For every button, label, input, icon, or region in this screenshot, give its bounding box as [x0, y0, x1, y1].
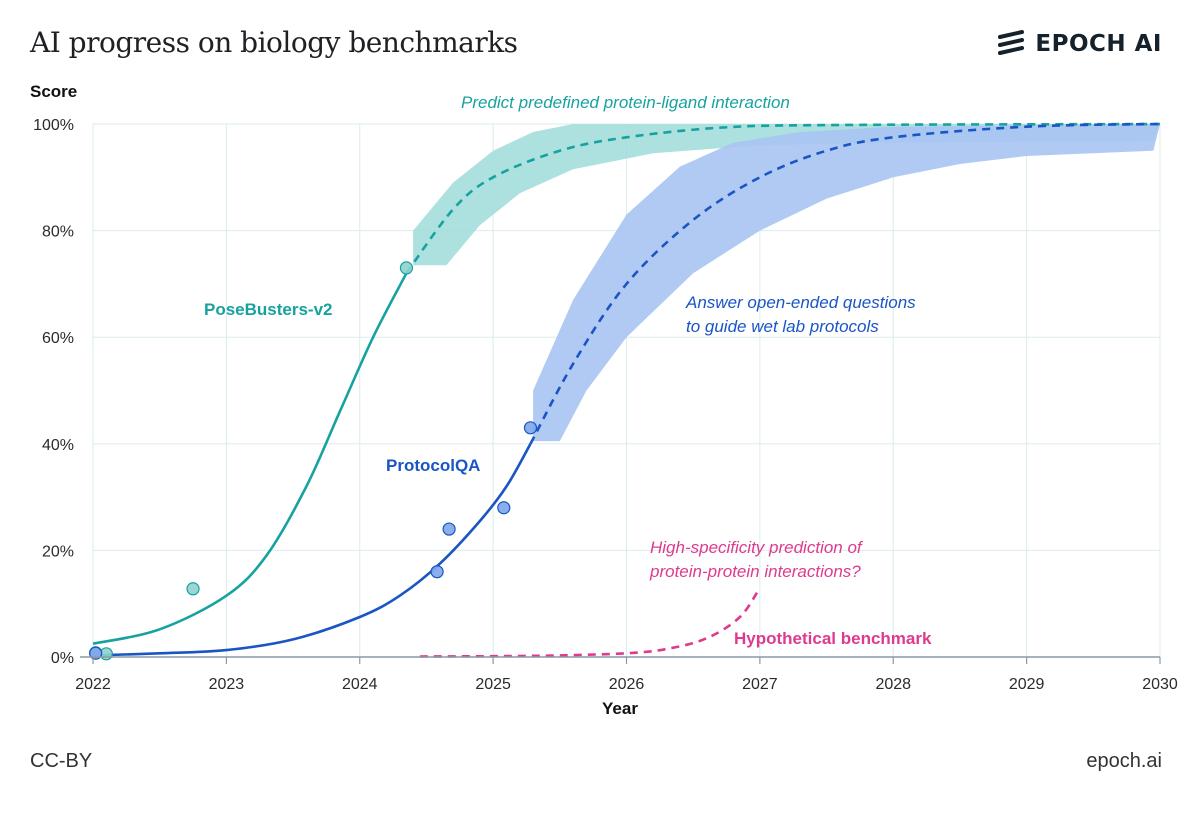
gridlines — [92, 123, 1161, 658]
data-point-protocolqa[interactable] — [442, 522, 456, 536]
x-tick-label: 2022 — [75, 676, 111, 693]
forecast-line-protocolqa — [529, 122, 1161, 445]
brand-name: EPOCH AI — [1035, 31, 1162, 57]
y-tick-label: 100% — [33, 117, 74, 134]
x-tick-label: 2028 — [875, 676, 911, 693]
x-tick-label: 2023 — [209, 676, 245, 693]
y-tick-label: 40% — [42, 437, 74, 454]
x-tick-label: 2030 — [1142, 676, 1178, 693]
site-link[interactable]: epoch.ai — [1086, 750, 1162, 772]
x-tick-label: 2024 — [342, 676, 378, 693]
data-point-protocolqa[interactable] — [497, 501, 511, 515]
chart-title: AI progress on biology benchmarks — [30, 26, 518, 59]
x-tick-label: 2025 — [475, 676, 511, 693]
y-tick-label: 20% — [42, 543, 74, 560]
x-tick-label: 2027 — [742, 676, 778, 693]
annotation-protein-ligand: Predict predefined protein-ligand intera… — [461, 93, 790, 112]
forecast-line-hypothetical-benchmark — [419, 586, 761, 658]
chart: 2022 2023 2024 2025 2026 2027 2028 2029 2030 0% 20… — [30, 82, 1178, 718]
license-label: CC-BY — [30, 750, 93, 772]
fit-line-protocolqa — [92, 443, 532, 657]
annotation-protein-protein-line2: protein-protein interactions? — [649, 562, 861, 581]
x-axis-title: Year — [602, 699, 638, 718]
forecast-band-posebusters-v2 — [413, 124, 1161, 266]
forecast-bands — [413, 124, 1161, 442]
data-point-posebusters-v2[interactable] — [399, 261, 414, 275]
y-tick-label: 80% — [42, 224, 74, 241]
series-label-hypothetical: Hypothetical benchmark — [734, 629, 932, 648]
series-lines — [92, 122, 1161, 658]
y-tick-label: 0% — [51, 650, 74, 667]
x-tick-label: 2029 — [1009, 676, 1045, 693]
forecast-band-protocolqa — [533, 124, 1160, 442]
annotation-open-ended-line2: to guide wet lab protocols — [686, 317, 879, 336]
data-point-protocolqa[interactable] — [523, 421, 538, 435]
x-tick-label: 2026 — [609, 676, 645, 693]
series-label-posebusters: PoseBusters-v2 — [204, 300, 333, 319]
axes: 2022 2023 2024 2025 2026 2027 2028 2029 2030 0% 20… — [33, 117, 1178, 693]
annotation-protein-protein-line1: High-specificity prediction of — [650, 538, 864, 557]
y-axis-title: Score — [30, 82, 77, 101]
epoch-ai-logo[interactable]: EPOCH AI — [997, 30, 1162, 58]
series-label-protocolqa: ProtocolQA — [386, 456, 480, 475]
y-tick-label: 60% — [42, 330, 74, 347]
fit-line-posebusters-v2 — [92, 272, 408, 645]
annotation-open-ended-line1: Answer open-ended questions — [685, 293, 916, 312]
epoch-logo-icon — [998, 30, 1025, 55]
forecast-line-posebusters-v2 — [405, 122, 1161, 274]
data-point-protocolqa[interactable] — [430, 565, 444, 579]
data-point-posebusters-v2[interactable] — [186, 582, 200, 596]
labels: Score Year PoseBusters-v2 ProtocolQA Hyp… — [30, 82, 932, 718]
